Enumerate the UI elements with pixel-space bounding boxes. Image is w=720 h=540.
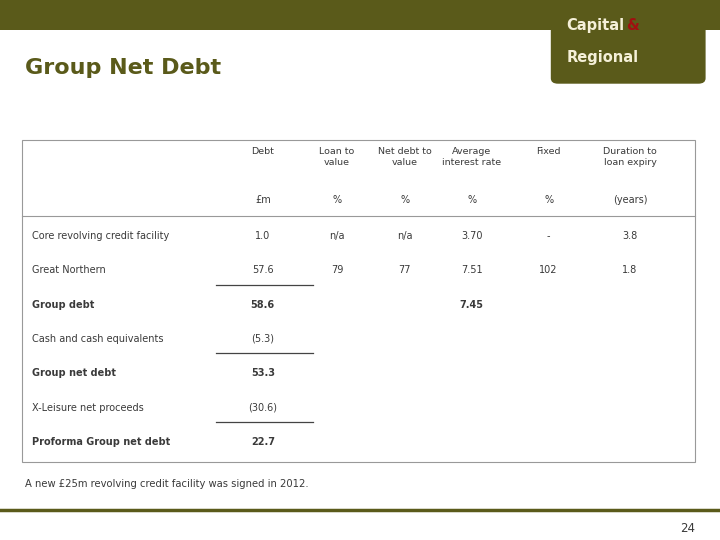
Text: 1.8: 1.8: [622, 265, 638, 275]
Text: Debt: Debt: [251, 147, 274, 156]
Text: 24: 24: [680, 522, 695, 535]
Text: Net debt to
value: Net debt to value: [378, 147, 431, 167]
Text: 3.8: 3.8: [622, 231, 638, 241]
Text: Duration to
loan expiry: Duration to loan expiry: [603, 147, 657, 167]
Text: 57.6: 57.6: [252, 265, 274, 275]
Text: Regional: Regional: [567, 50, 639, 65]
Text: Loan to
value: Loan to value: [320, 147, 354, 167]
Text: -: -: [547, 231, 550, 241]
Text: Core revolving credit facility: Core revolving credit facility: [32, 231, 170, 241]
Text: 22.7: 22.7: [251, 437, 275, 447]
Text: %: %: [467, 195, 476, 206]
Text: Proforma Group net debt: Proforma Group net debt: [32, 437, 171, 447]
Text: Fixed: Fixed: [536, 147, 561, 156]
Text: X-Leisure net proceeds: X-Leisure net proceeds: [32, 402, 144, 413]
Text: Capital: Capital: [567, 18, 625, 33]
Text: 3.70: 3.70: [461, 231, 482, 241]
Text: (years): (years): [613, 195, 647, 206]
Text: Group debt: Group debt: [32, 300, 95, 309]
Text: (30.6): (30.6): [248, 402, 277, 413]
Text: n/a: n/a: [397, 231, 413, 241]
Text: 77: 77: [398, 265, 411, 275]
Text: (5.3): (5.3): [251, 334, 274, 344]
Text: Group net debt: Group net debt: [32, 368, 117, 378]
FancyBboxPatch shape: [551, 0, 706, 84]
Text: %: %: [544, 195, 553, 206]
Text: £m: £m: [255, 195, 271, 206]
Text: 79: 79: [330, 265, 343, 275]
Text: 7.45: 7.45: [459, 300, 484, 309]
Text: %: %: [333, 195, 341, 206]
Text: 7.51: 7.51: [461, 265, 482, 275]
Text: A new £25m revolving credit facility was signed in 2012.: A new £25m revolving credit facility was…: [25, 478, 309, 489]
Text: 1.0: 1.0: [255, 231, 271, 241]
Text: 53.3: 53.3: [251, 368, 275, 378]
Bar: [0, 0, 720, 30]
Text: 58.6: 58.6: [251, 300, 275, 309]
Text: Great Northern: Great Northern: [32, 265, 106, 275]
Text: Group Net Debt: Group Net Debt: [25, 57, 221, 78]
Text: Average
interest rate: Average interest rate: [442, 147, 501, 167]
Text: n/a: n/a: [329, 231, 345, 241]
Text: &: &: [626, 18, 639, 33]
Text: 102: 102: [539, 265, 558, 275]
Text: Cash and cash equivalents: Cash and cash equivalents: [32, 334, 164, 344]
Text: %: %: [400, 195, 409, 206]
